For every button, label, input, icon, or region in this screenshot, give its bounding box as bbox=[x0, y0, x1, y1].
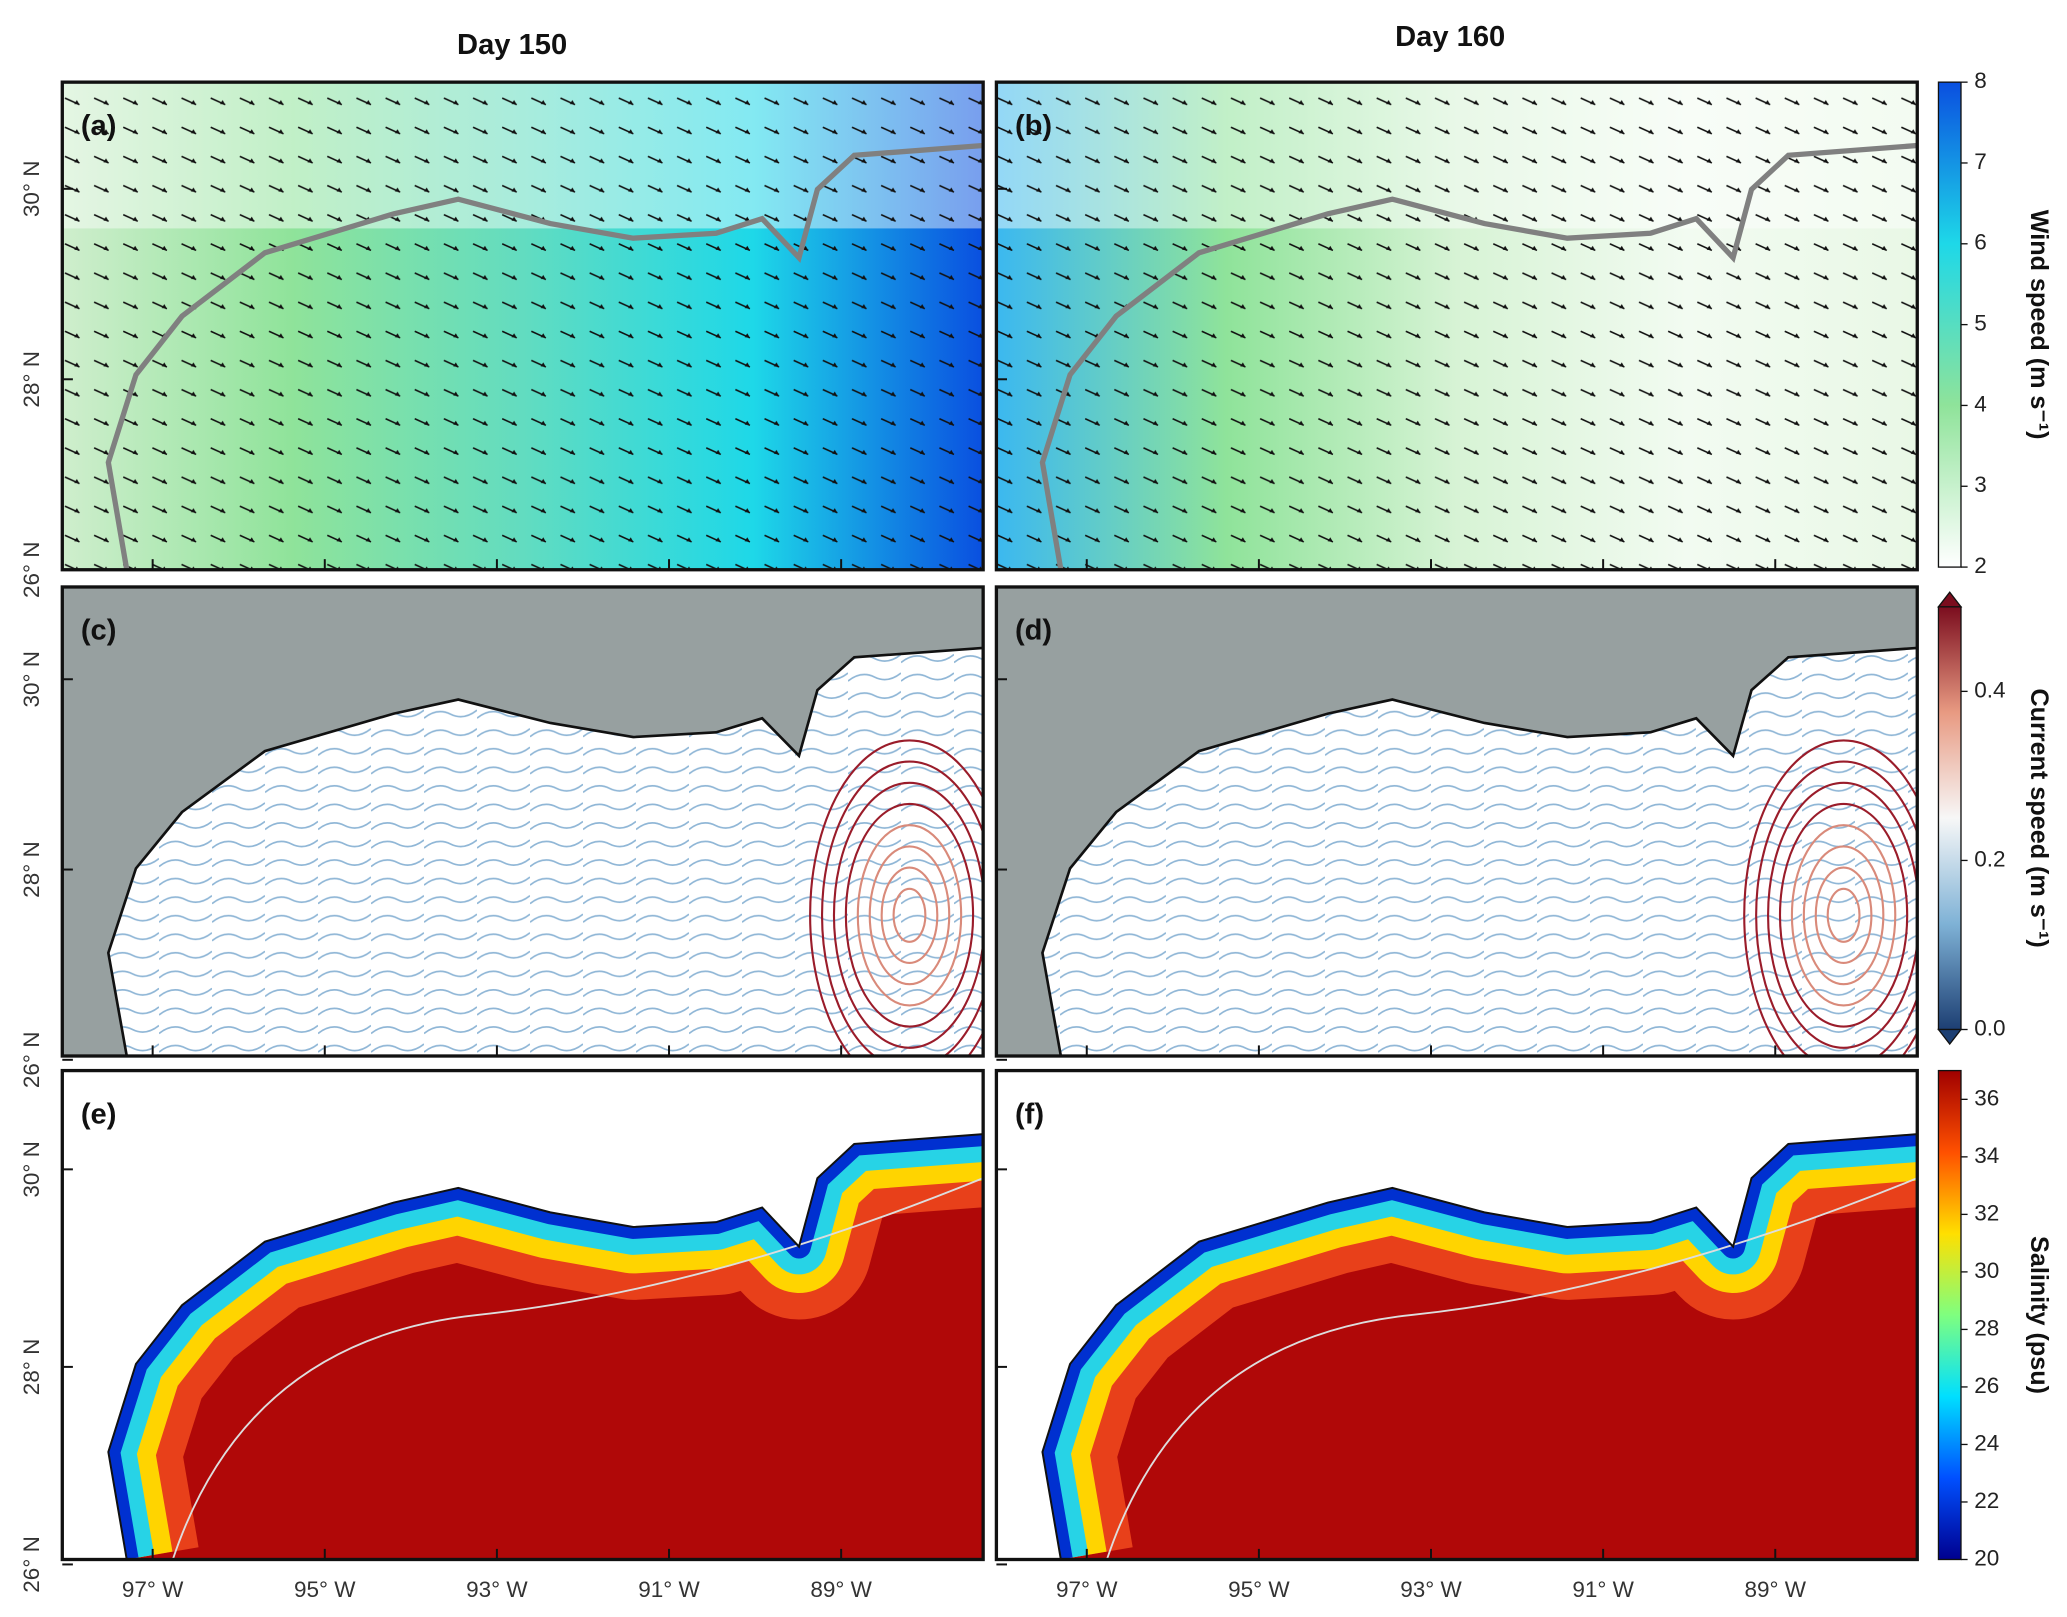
coastline bbox=[107, 1133, 984, 1560]
map-panel bbox=[996, 586, 1918, 1057]
colorbar-label: Current speed (m s⁻¹) bbox=[2025, 689, 2053, 948]
colorbar-tick-label: 4 bbox=[1974, 391, 1987, 416]
colorbar-label: Salinity (psu) bbox=[2025, 1236, 2053, 1394]
colorbar-tick-label: 28 bbox=[1974, 1315, 1999, 1340]
eddy bbox=[1826, 887, 1861, 943]
coastline bbox=[1041, 1133, 1918, 1560]
eddy bbox=[868, 845, 951, 986]
column-title: Day 160 bbox=[1395, 21, 1505, 53]
lat-tick-label: 28° N bbox=[19, 841, 44, 898]
lat-tick-label: 30° N bbox=[19, 161, 44, 218]
panel-frame bbox=[60, 585, 985, 1058]
colorbar-tick-label: 0.0 bbox=[1974, 1015, 2005, 1040]
map-panel bbox=[62, 82, 984, 570]
lon-tick-label: 97° W bbox=[1056, 1577, 1118, 1602]
colorbar-tick-label: 7 bbox=[1974, 149, 1987, 174]
colorbar-tick-label: 22 bbox=[1974, 1488, 1999, 1513]
eddy bbox=[1755, 760, 1918, 1057]
eddy bbox=[821, 760, 984, 1057]
panel-frame bbox=[994, 1068, 1919, 1562]
isobath bbox=[1106, 1177, 1918, 1560]
lon-tick-label: 91° W bbox=[638, 1577, 700, 1602]
map-panel bbox=[62, 586, 984, 1057]
coastline bbox=[106, 646, 984, 1057]
panel-label: (e) bbox=[81, 1098, 117, 1130]
colorbar-tick-label: 20 bbox=[1974, 1545, 1999, 1570]
colorbar-tick-label: 0.4 bbox=[1974, 677, 2005, 702]
lat-tick-label: 30° N bbox=[19, 1141, 44, 1198]
panel-label: (b) bbox=[1015, 110, 1052, 142]
colorbar-tick-label: 30 bbox=[1974, 1258, 1999, 1283]
eddy bbox=[1767, 781, 1918, 1049]
lon-tick-label: 89° W bbox=[1744, 1577, 1806, 1602]
lon-tick-label: 97° W bbox=[122, 1577, 184, 1602]
map-panel bbox=[996, 82, 1918, 570]
lon-tick-label: 91° W bbox=[1572, 1577, 1634, 1602]
eddy bbox=[832, 781, 984, 1049]
panel-frame bbox=[60, 80, 985, 572]
colorbar-tick-label: 5 bbox=[1974, 311, 1987, 336]
colorbar-tick-label: 24 bbox=[1974, 1430, 1999, 1455]
colorbar bbox=[1937, 1069, 1962, 1561]
panel-frame bbox=[994, 585, 1919, 1058]
colorbar bbox=[1937, 606, 1962, 1031]
eddy bbox=[1778, 802, 1909, 1028]
colorbar-tick-label: 0.2 bbox=[1974, 846, 2005, 871]
lon-tick-label: 95° W bbox=[294, 1577, 356, 1602]
coastline bbox=[1039, 142, 1918, 570]
eddy bbox=[856, 824, 963, 1007]
wind-arrows bbox=[996, 82, 1918, 570]
wind-arrows bbox=[62, 82, 984, 570]
colorbar-extend bbox=[1937, 1028, 1963, 1046]
map-panel bbox=[996, 1070, 1918, 1560]
lat-tick-label: 30° N bbox=[19, 651, 44, 708]
colorbar-tick-label: 3 bbox=[1974, 472, 1987, 497]
colorbar-tick-label: 32 bbox=[1974, 1200, 1999, 1225]
column-title: Day 150 bbox=[457, 29, 567, 61]
streamlines bbox=[108, 647, 984, 1057]
lat-tick-label: 28° N bbox=[19, 1339, 44, 1396]
colorbar-tick-label: 34 bbox=[1974, 1143, 1999, 1168]
coastline bbox=[1041, 646, 1918, 1057]
lat-tick-label: 26° N bbox=[19, 1032, 44, 1089]
panel-label: (f) bbox=[1015, 1098, 1044, 1130]
lon-tick-label: 95° W bbox=[1228, 1577, 1290, 1602]
lon-tick-label: 93° W bbox=[466, 1577, 528, 1602]
streamlines bbox=[1042, 647, 1918, 1057]
colorbar-tick-label: 2 bbox=[1974, 553, 1987, 578]
lon-tick-label: 93° W bbox=[1400, 1577, 1462, 1602]
lat-tick-label: 26° N bbox=[19, 541, 44, 598]
colorbar-tick-label: 36 bbox=[1974, 1085, 1999, 1110]
panel-frame bbox=[60, 1068, 985, 1562]
colorbar-label: Wind speed (m s⁻¹) bbox=[2025, 210, 2053, 440]
lat-tick-label: 26° N bbox=[19, 1536, 44, 1593]
eddy bbox=[880, 866, 939, 965]
eddy bbox=[1814, 866, 1873, 965]
eddy bbox=[1790, 824, 1897, 1007]
lon-tick-label: 89° W bbox=[810, 1577, 872, 1602]
colorbar-tick-label: 26 bbox=[1974, 1373, 1999, 1398]
eddy bbox=[892, 887, 927, 943]
eddy bbox=[844, 802, 975, 1028]
colorbar-tick-label: 6 bbox=[1974, 230, 1987, 255]
colorbar-tick-label: 8 bbox=[1974, 68, 1987, 93]
eddy bbox=[1802, 845, 1885, 986]
panel-label: (a) bbox=[81, 110, 117, 142]
coastline bbox=[105, 142, 984, 570]
eddy bbox=[1743, 739, 1918, 1057]
panel-label: (c) bbox=[81, 615, 117, 647]
panel-frame bbox=[994, 80, 1919, 572]
panel-label: (d) bbox=[1015, 615, 1052, 647]
lat-tick-label: 28° N bbox=[19, 351, 44, 408]
colorbar bbox=[1937, 81, 1962, 568]
isobath bbox=[171, 1177, 984, 1560]
eddy bbox=[809, 739, 984, 1057]
colorbar-extend bbox=[1937, 591, 1963, 608]
map-panel bbox=[62, 1070, 984, 1560]
